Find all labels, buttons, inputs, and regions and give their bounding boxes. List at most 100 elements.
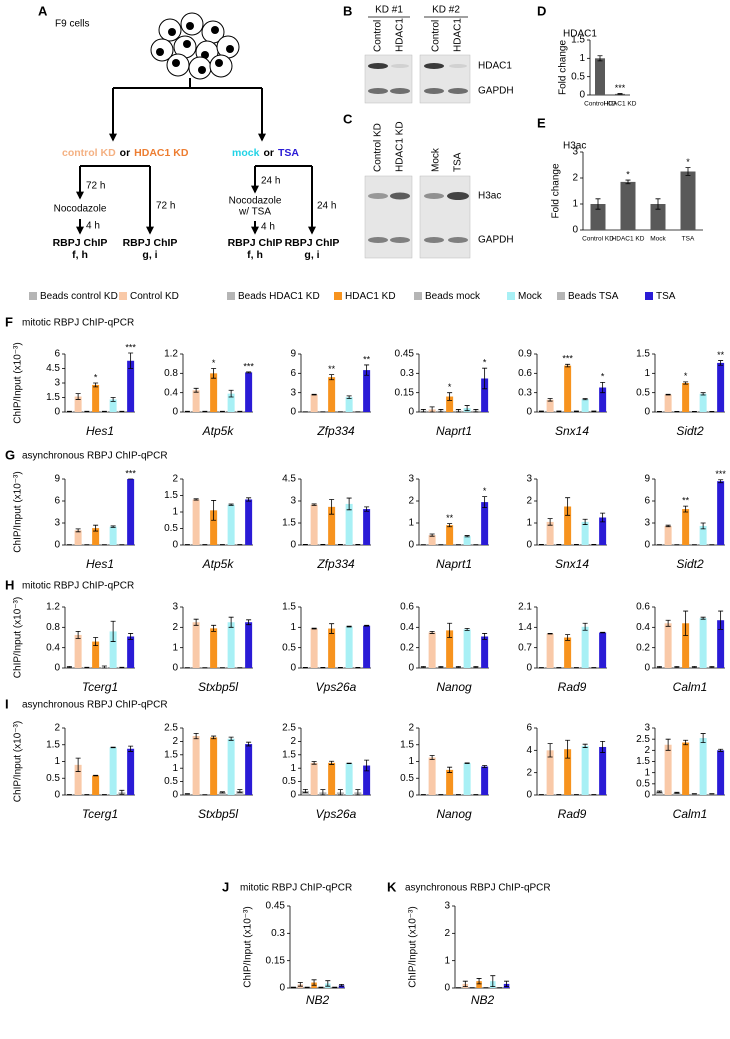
assay: RBPJ ChIP xyxy=(53,237,108,249)
y-tick-label: 2 xyxy=(526,496,532,507)
error-bar xyxy=(101,665,107,669)
significance-label: ** xyxy=(328,364,336,374)
bar xyxy=(664,744,672,795)
error-bar xyxy=(311,627,317,630)
lane-label: HDAC1 xyxy=(453,18,464,52)
bar xyxy=(546,521,554,545)
treatment: w/ TSA xyxy=(238,207,271,218)
lane-label: HDAC1 xyxy=(395,18,406,52)
error-bar xyxy=(718,610,724,630)
error-bar xyxy=(683,505,689,513)
bar xyxy=(109,747,117,795)
panel-letter: A xyxy=(38,3,48,18)
error-bar xyxy=(700,733,706,743)
y-tick-label: 0 xyxy=(54,540,60,551)
bar xyxy=(245,744,253,795)
bar xyxy=(210,373,218,412)
error-bar xyxy=(420,666,426,668)
y-tick-label: 0.3 xyxy=(518,387,532,398)
y-tick-label: 0 xyxy=(526,407,532,418)
error-bar xyxy=(429,631,435,634)
assay-panels: f, h xyxy=(247,249,263,261)
significance-label: *** xyxy=(125,468,136,478)
error-bar xyxy=(364,364,370,376)
bar xyxy=(595,58,605,95)
bar xyxy=(428,632,436,668)
error-bar xyxy=(311,503,317,506)
bar xyxy=(581,521,589,545)
y-tick-label: 3 xyxy=(526,474,532,485)
y-tick-label: 1.5 xyxy=(636,756,650,767)
error-bar xyxy=(482,765,488,768)
error-bar xyxy=(93,774,99,777)
y-tick-label: 1 xyxy=(54,756,60,767)
error-bar xyxy=(246,741,252,747)
error-bar xyxy=(582,622,588,631)
significance-label: *** xyxy=(125,342,136,352)
y-tick-label: 0 xyxy=(172,540,178,551)
panel-letter: B xyxy=(343,3,352,18)
bar xyxy=(481,502,489,545)
panel-letter: C xyxy=(343,111,353,126)
error-bar xyxy=(600,512,606,523)
y-tick-label: 0 xyxy=(644,663,650,674)
y-tick-label: 4 xyxy=(526,745,532,756)
y-tick-label: 1 xyxy=(408,518,414,529)
error-bar xyxy=(462,980,468,988)
y-tick-label: 0 xyxy=(290,790,296,801)
bar xyxy=(463,763,471,795)
error-bar xyxy=(718,479,724,484)
bar xyxy=(717,620,725,668)
error-bar xyxy=(665,738,671,751)
bar xyxy=(227,622,235,668)
bar xyxy=(218,792,226,795)
bar xyxy=(481,636,489,668)
error-bar xyxy=(625,179,631,185)
y-tick-label: 0 xyxy=(572,225,578,236)
y-tick-label: 3 xyxy=(172,602,178,613)
row-title: asynchronous RBPJ ChIP-qPCR xyxy=(405,883,551,894)
bar xyxy=(446,525,454,545)
error-bar xyxy=(93,524,99,532)
error-bar xyxy=(464,627,470,631)
panel-letter: H xyxy=(5,577,14,592)
error-bar xyxy=(193,618,199,626)
assay: RBPJ ChIP xyxy=(285,237,340,249)
bar xyxy=(74,634,82,668)
chart-title: H3ac xyxy=(563,141,586,152)
row-title: mitotic RBPJ ChIP-qPCR xyxy=(240,883,352,894)
band xyxy=(447,192,469,200)
y-tick-label: 0 xyxy=(279,983,285,994)
error-bar xyxy=(93,382,99,388)
error-bar xyxy=(332,986,338,989)
x-axis-label: NB2 xyxy=(306,993,330,1007)
bar xyxy=(245,499,253,545)
x-axis-label: Atp5k xyxy=(202,557,235,571)
error-bar xyxy=(219,791,225,794)
bar xyxy=(301,790,309,795)
condition-line: control KD or HDAC1 KD xyxy=(62,147,189,159)
lane-label: Control KD xyxy=(373,123,384,172)
error-bar xyxy=(346,497,352,511)
bar xyxy=(564,506,572,545)
y-tick-label: 0.5 xyxy=(636,778,650,789)
bar xyxy=(310,628,318,668)
band xyxy=(424,237,444,243)
error-bar xyxy=(573,410,579,413)
error-bar xyxy=(565,634,571,641)
y-tick-label: 1 xyxy=(290,622,296,633)
legend-label: HDAC1 KD xyxy=(345,291,396,302)
y-tick-label: 0 xyxy=(408,407,414,418)
y-tick-label: 0.5 xyxy=(636,387,650,398)
y-tick-label: 1 xyxy=(526,518,532,529)
blot-image xyxy=(364,175,413,259)
error-bar xyxy=(302,788,308,793)
bar xyxy=(476,981,482,988)
nucleus xyxy=(211,26,219,34)
y-tick-label: 1.5 xyxy=(282,749,296,760)
blot-image xyxy=(419,54,471,104)
error-bar xyxy=(691,666,697,668)
error-bar xyxy=(304,986,310,989)
error-bar xyxy=(346,625,352,628)
error-bar xyxy=(455,409,461,413)
